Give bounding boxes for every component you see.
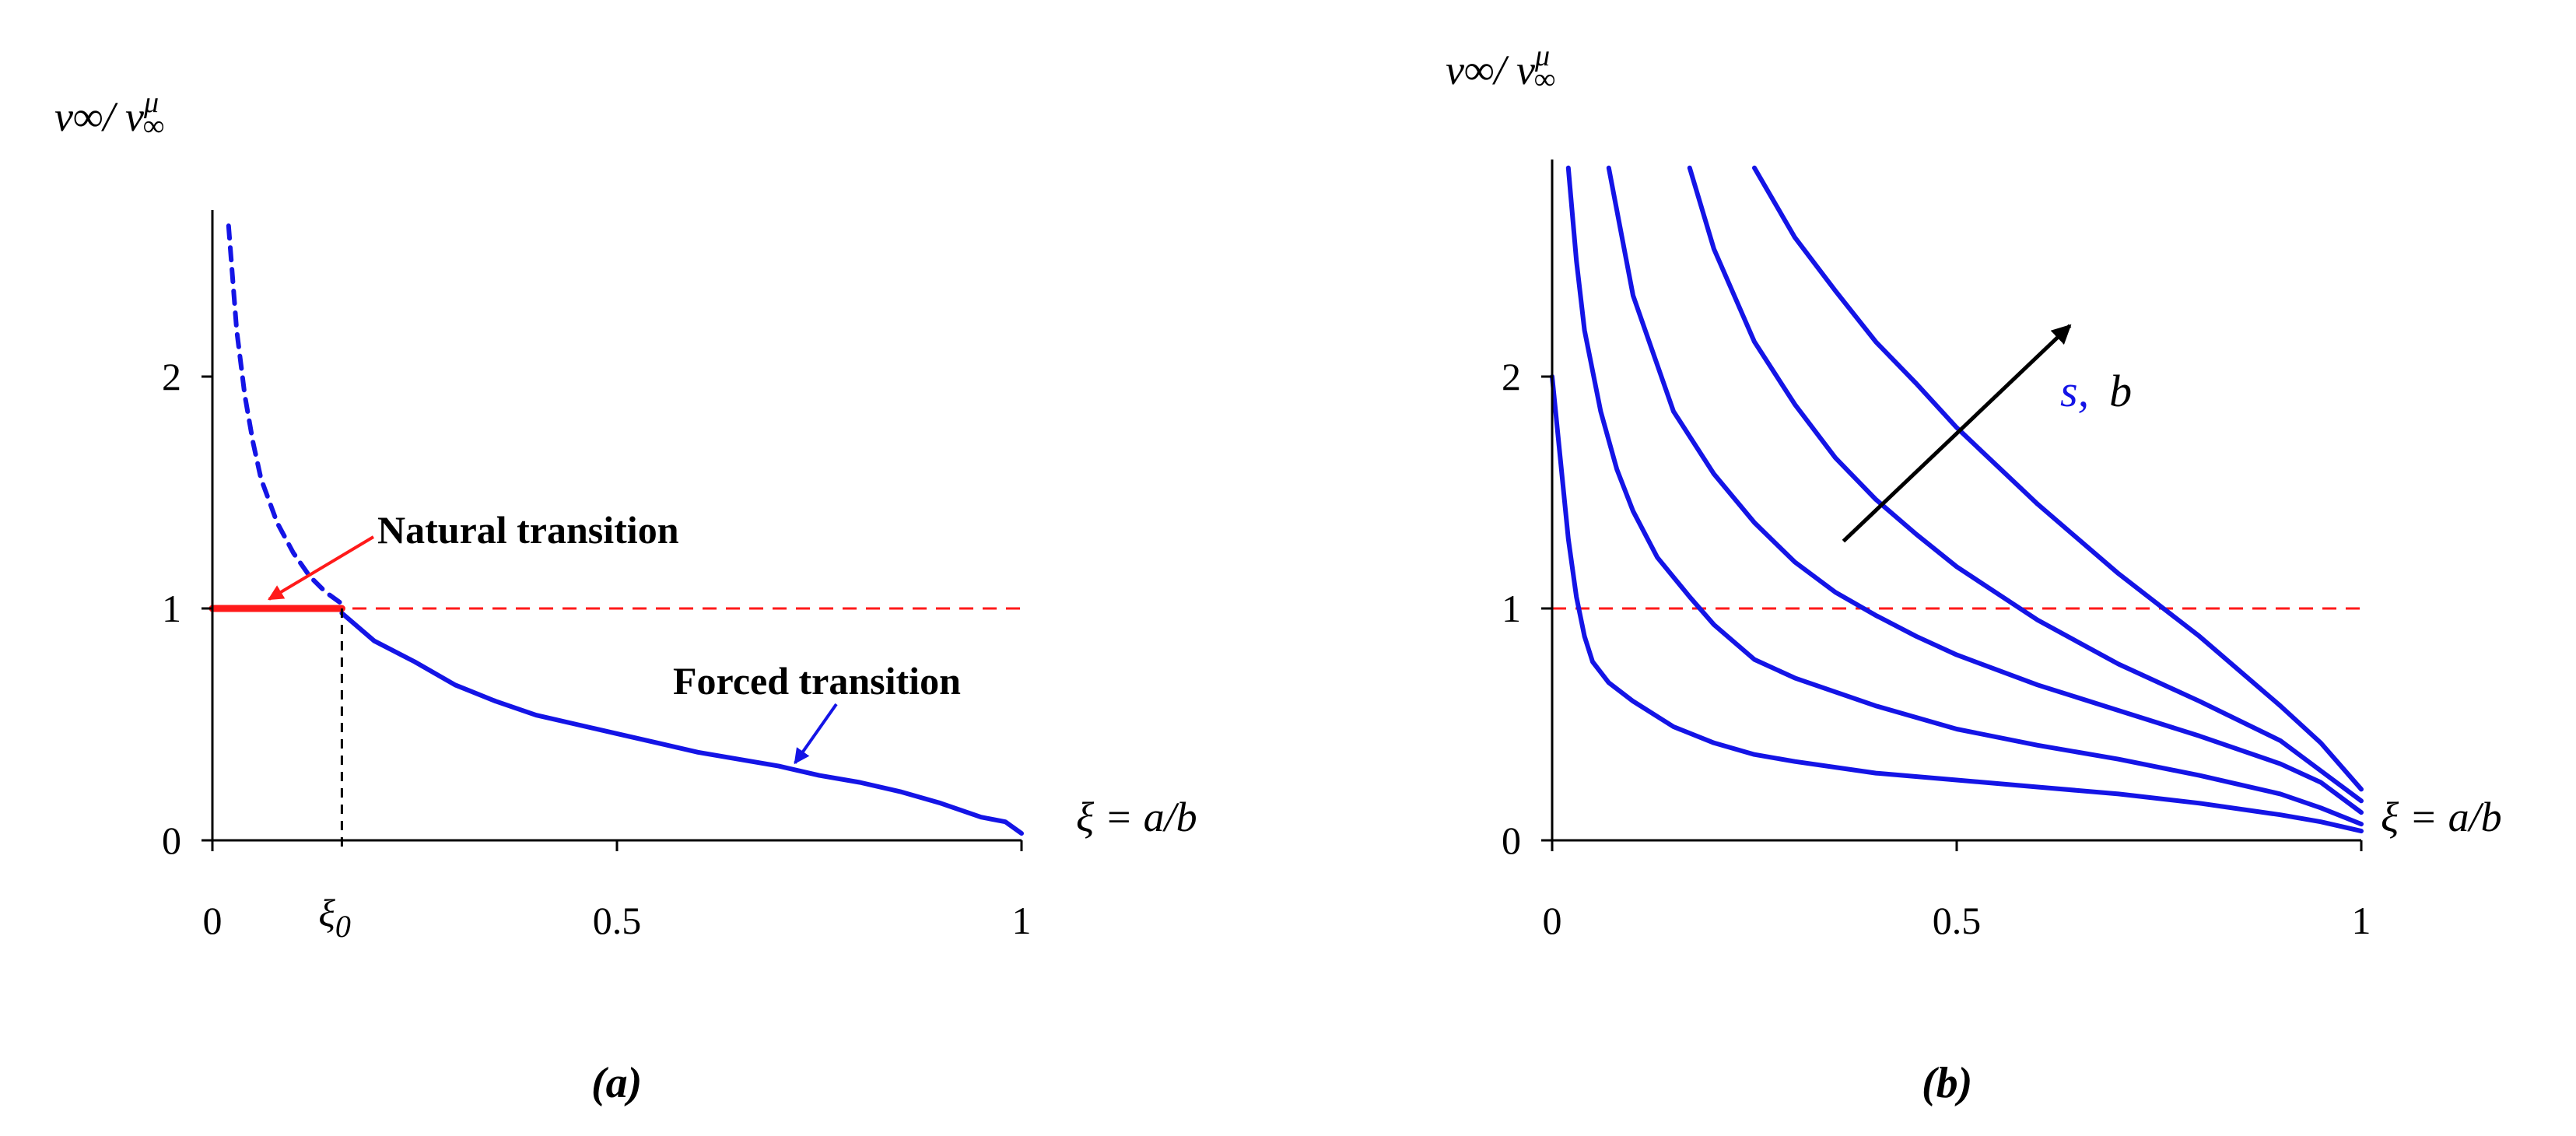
b-parameter-arrow (1842, 324, 2072, 543)
a-ticks: 0 0.5 1 0 1 2 ξ0 (162, 355, 1032, 944)
b-ticks: 0 0.5 1 0 1 2 (1502, 355, 2371, 942)
b-y-tick-label-0: 0 (1502, 819, 1521, 862)
panel-b: 0 0.5 1 0 1 2 v∞/ vμ ∞ ξ = a/b s, b (b) (1446, 40, 2502, 1107)
b-series-1 (1565, 165, 2364, 827)
a-xi0-label: ξ0 (318, 891, 350, 944)
b-parameter-label: s, b (2060, 366, 2132, 416)
a-annotation-natural: Natural transition (377, 508, 679, 552)
b-series-2 (1606, 165, 2364, 815)
a-x-tick-label-1: 0.5 (593, 899, 642, 942)
a-x-tick-label-0: 0 (203, 899, 223, 942)
a-y-tick-label-0: 0 (162, 819, 181, 862)
a-y-tick-label-2: 2 (162, 355, 181, 398)
b-x-tick-label-2: 1 (2352, 899, 2371, 942)
a-series-group (209, 223, 1024, 836)
b-y-tick-label-2: 2 (1502, 355, 1521, 398)
a-series-1 (339, 611, 1024, 836)
b-x-tick-label-0: 0 (1543, 899, 1562, 942)
a-arrow-forced (794, 703, 838, 765)
a-arrow-natural (268, 535, 375, 601)
a-xlabel: ξ = a/b (1076, 794, 1197, 840)
b-x-tick-label-1: 0.5 (1933, 899, 1982, 942)
b-ylabel: v∞/ vμ ∞ (1446, 40, 1555, 96)
a-ylabel: v∞/ vμ ∞ (54, 86, 164, 142)
b-series-0 (1550, 374, 2364, 834)
b-y-tick-label-1: 1 (1502, 587, 1521, 630)
b-series-4 (1752, 165, 2364, 792)
b-panel-label: (b) (1922, 1059, 1972, 1107)
a-series-0 (226, 223, 345, 606)
a-y-tick-label-1: 1 (162, 587, 181, 630)
a-panel-label: (a) (591, 1059, 642, 1107)
b-axes (1551, 160, 2361, 842)
a-x-tick-label-2: 1 (1012, 899, 1032, 942)
b-series-group (1550, 165, 2364, 834)
a-annotation-forced: Forced transition (673, 659, 961, 703)
panel-a: 0 0.5 1 0 1 2 ξ0 v∞/ vμ ∞ ξ = a/b Natural trans… (54, 86, 1197, 1107)
b-xlabel: ξ = a/b (2381, 794, 2502, 840)
b-series-3 (1687, 165, 2364, 804)
